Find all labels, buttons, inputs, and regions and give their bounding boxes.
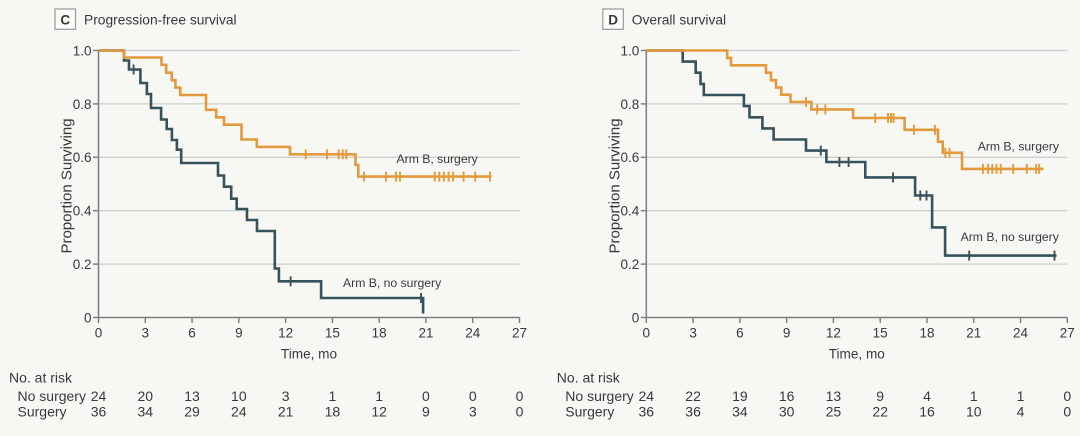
svg-text:0: 0 (1063, 403, 1071, 419)
svg-text:21: 21 (418, 325, 433, 340)
svg-text:1: 1 (329, 388, 337, 404)
svg-text:6: 6 (188, 325, 196, 340)
svg-text:24: 24 (639, 388, 655, 404)
svg-text:30: 30 (779, 403, 795, 419)
svg-text:Overall survival: Overall survival (632, 12, 726, 27)
svg-text:0: 0 (1063, 388, 1071, 404)
svg-text:24: 24 (91, 388, 107, 404)
svg-text:0: 0 (632, 310, 640, 325)
svg-text:0: 0 (95, 325, 103, 340)
svg-text:4: 4 (1017, 403, 1025, 419)
svg-text:Arm B, no surgery: Arm B, no surgery (961, 230, 1060, 244)
svg-text:4: 4 (923, 388, 931, 404)
svg-text:Surgery: Surgery (18, 403, 67, 419)
svg-text:34: 34 (137, 403, 153, 419)
svg-text:0.6: 0.6 (73, 150, 92, 165)
svg-text:1.0: 1.0 (621, 43, 640, 58)
svg-text:Progression-free survival: Progression-free survival (84, 12, 237, 27)
svg-text:9: 9 (235, 325, 243, 340)
svg-text:21: 21 (966, 325, 981, 340)
svg-text:0: 0 (84, 310, 92, 325)
svg-text:Proportion Surviving: Proportion Surviving (606, 118, 623, 253)
svg-text:No. at risk: No. at risk (557, 370, 621, 386)
svg-text:19: 19 (732, 388, 748, 404)
svg-text:3: 3 (142, 325, 150, 340)
svg-text:36: 36 (639, 403, 655, 419)
svg-text:9: 9 (422, 403, 430, 419)
svg-text:1.0: 1.0 (73, 43, 92, 58)
svg-text:20: 20 (137, 388, 153, 404)
svg-text:Arm B, surgery: Arm B, surgery (978, 140, 1060, 154)
svg-text:0.8: 0.8 (621, 97, 640, 112)
svg-text:D: D (608, 12, 618, 27)
svg-text:3: 3 (282, 388, 290, 404)
svg-text:12: 12 (278, 325, 293, 340)
svg-text:6: 6 (736, 325, 744, 340)
svg-text:18: 18 (919, 325, 934, 340)
svg-text:10: 10 (966, 403, 982, 419)
svg-text:18: 18 (325, 403, 341, 419)
svg-text:Time, mo: Time, mo (281, 347, 337, 362)
svg-text:15: 15 (873, 325, 888, 340)
svg-text:0: 0 (516, 388, 524, 404)
svg-text:24: 24 (465, 325, 481, 340)
svg-text:0.4: 0.4 (73, 204, 92, 219)
svg-text:Arm B, surgery: Arm B, surgery (397, 152, 479, 166)
svg-text:1: 1 (970, 388, 978, 404)
svg-text:22: 22 (685, 388, 701, 404)
svg-text:27: 27 (1060, 325, 1075, 340)
svg-text:0: 0 (643, 325, 651, 340)
svg-text:3: 3 (689, 325, 697, 340)
svg-text:22: 22 (872, 403, 888, 419)
svg-text:9: 9 (783, 325, 791, 340)
svg-text:16: 16 (779, 388, 795, 404)
svg-text:No. at risk: No. at risk (9, 370, 73, 386)
svg-text:18: 18 (372, 325, 387, 340)
svg-text:0.2: 0.2 (621, 257, 640, 272)
svg-text:1: 1 (1017, 388, 1025, 404)
svg-text:C: C (60, 12, 70, 27)
svg-text:24: 24 (1013, 325, 1029, 340)
svg-text:1: 1 (375, 388, 383, 404)
svg-text:Proportion Surviving: Proportion Surviving (59, 118, 76, 253)
svg-text:0: 0 (516, 403, 524, 419)
svg-text:12: 12 (826, 325, 841, 340)
svg-text:36: 36 (685, 403, 701, 419)
svg-text:27: 27 (512, 325, 527, 340)
svg-text:13: 13 (826, 388, 842, 404)
svg-text:36: 36 (91, 403, 107, 419)
svg-text:24: 24 (231, 403, 247, 419)
svg-text:34: 34 (732, 403, 748, 419)
svg-text:15: 15 (325, 325, 340, 340)
svg-text:13: 13 (184, 388, 200, 404)
svg-text:No surgery: No surgery (565, 388, 633, 404)
svg-text:16: 16 (919, 403, 935, 419)
svg-text:10: 10 (231, 388, 247, 404)
svg-text:21: 21 (278, 403, 294, 419)
svg-text:12: 12 (371, 403, 387, 419)
svg-text:Arm B, no surgery: Arm B, no surgery (343, 276, 442, 290)
svg-text:0.4: 0.4 (621, 204, 640, 219)
svg-text:3: 3 (469, 403, 477, 419)
svg-text:0: 0 (422, 388, 430, 404)
svg-text:0.2: 0.2 (73, 257, 92, 272)
svg-text:25: 25 (826, 403, 842, 419)
svg-text:0.6: 0.6 (621, 150, 640, 165)
svg-text:No surgery: No surgery (18, 388, 86, 404)
svg-text:0.8: 0.8 (73, 97, 92, 112)
svg-text:0: 0 (469, 388, 477, 404)
svg-text:Time, mo: Time, mo (829, 347, 885, 362)
svg-text:Surgery: Surgery (565, 403, 614, 419)
svg-text:9: 9 (876, 388, 884, 404)
svg-text:29: 29 (184, 403, 200, 419)
